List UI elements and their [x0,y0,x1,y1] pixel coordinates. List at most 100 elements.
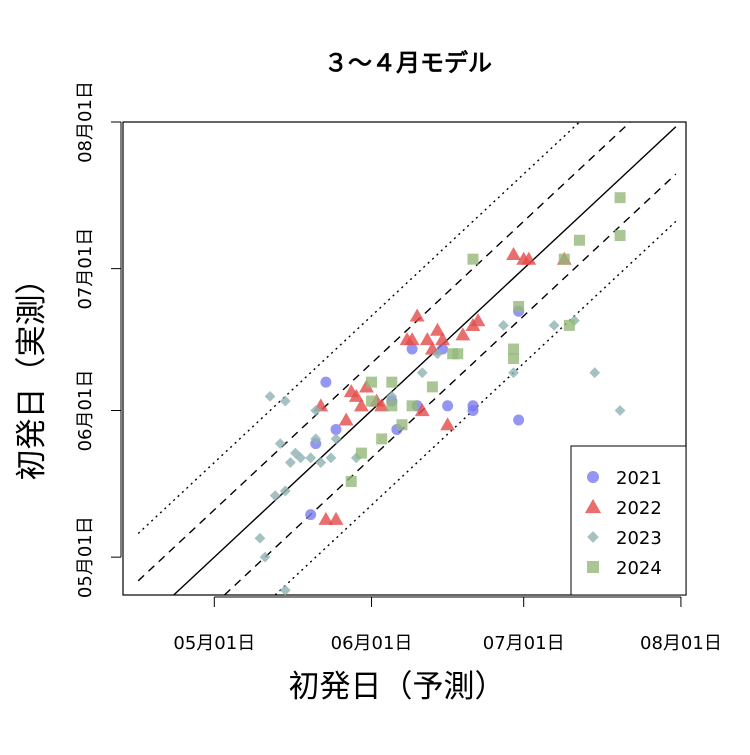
legend-label: 2024 [616,558,662,579]
data-point [426,381,438,393]
data-point [315,457,327,468]
data-point [521,251,537,265]
data-point [279,395,291,407]
y-tick-label: 06月01日 [75,370,96,452]
x-tick-label: 05月01日 [173,633,255,654]
reference-line-dashed [223,173,677,596]
data-point [348,388,364,402]
data-point [573,234,585,246]
data-point [279,584,291,596]
data-point [376,433,388,445]
data-point [305,452,317,464]
x-axis: 05月01日 06月01日 07月01日 08月01日 [173,596,722,654]
legend-marker [587,471,599,483]
legend-label: 2022 [616,498,662,519]
data-point [328,511,344,525]
data-point [432,348,443,360]
data-point [353,398,369,412]
data-point [284,457,296,468]
x-tick-label: 06月01日 [331,633,413,654]
data-point [508,353,520,364]
data-point [325,452,337,464]
data-points [254,192,626,596]
data-point [396,419,408,431]
y-tick-label: 08月01日 [75,81,96,163]
data-point [338,412,354,426]
data-point [440,417,456,431]
data-point [254,532,266,544]
data-point [442,400,454,412]
data-point [558,253,570,265]
legend-item: 2021 [587,468,662,489]
legend-item: 2024 [587,558,662,579]
data-point [320,376,332,388]
reference-lines [137,121,677,596]
data-point [414,403,430,417]
data-point [455,327,471,341]
data-point [295,452,306,464]
chart-title: ３〜４月モデル [324,49,492,77]
data-point [508,343,520,355]
legend-item: 2023 [587,528,662,549]
data-point [513,414,525,426]
data-point [274,438,286,450]
data-point [305,509,317,521]
data-point [279,485,291,497]
data-point [416,367,428,379]
data-point [589,367,601,379]
data-point [386,390,398,402]
data-point [404,332,420,346]
data-point [467,253,479,265]
x-axis-label: 初発日（予測） [289,669,506,705]
reference-line-dotted [137,121,580,535]
y-axis: 05月01日 06月01日 07月01日 08月01日 [75,81,122,598]
data-point [374,398,390,412]
legend-marker [584,498,602,514]
legend-label: 2021 [616,468,662,489]
data-point [508,367,519,379]
legend-marker [587,561,599,573]
data-point [345,475,357,487]
data-point [498,319,509,331]
legend: 2021 2022 2023 2024 [570,445,687,596]
data-point [318,511,334,525]
y-axis-label: 初発日（実測） [14,264,50,481]
data-point [467,405,479,417]
legend-item: 2022 [584,498,662,519]
data-point [406,343,418,355]
data-point [330,423,342,435]
legend-label: 2023 [616,528,662,549]
data-point [470,313,486,327]
data-point [506,247,521,261]
reference-line-solid [173,126,677,596]
data-point [406,400,418,412]
data-point [366,395,378,407]
data-point [409,308,425,322]
data-point [614,192,626,204]
plot-frame [122,121,687,596]
y-tick-label: 07月01日 [75,228,96,310]
data-point [386,376,398,388]
x-tick-label: 07月01日 [483,633,565,654]
data-point [366,376,378,388]
data-point [419,332,435,346]
data-point [614,405,626,416]
data-point [563,319,575,331]
data-point [513,300,525,312]
y-tick-label: 05月01日 [75,516,96,598]
legend-marker [587,531,599,543]
x-tick-label: 08月01日 [640,633,722,654]
data-point [310,405,322,416]
data-point [269,490,281,502]
data-point [310,433,322,445]
data-point [355,447,367,459]
data-point [386,400,398,412]
data-point [435,332,450,346]
data-point [330,433,342,445]
data-point [548,319,560,331]
data-point [264,390,276,402]
data-point [430,322,445,336]
data-point [614,230,626,242]
